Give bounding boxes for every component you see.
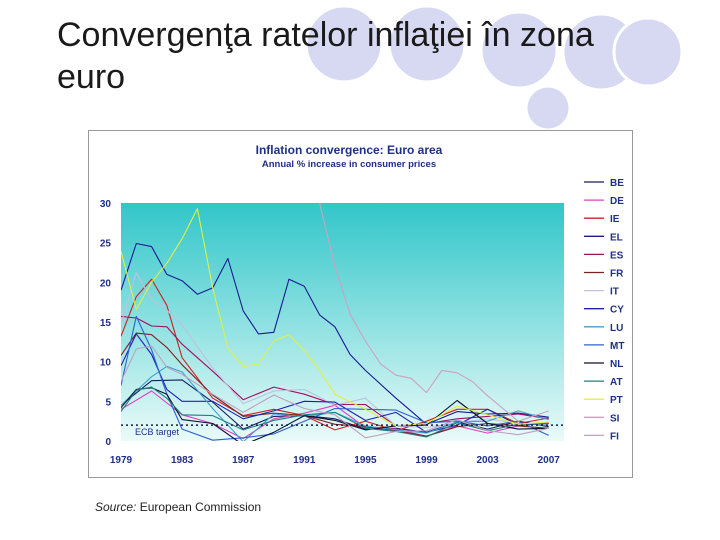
plot-area — [121, 203, 564, 441]
y-tick-label: 10 — [100, 358, 112, 369]
y-tick-label: 15 — [100, 318, 112, 329]
x-tick-label: 1991 — [293, 455, 316, 466]
legend-label-si: SI — [610, 413, 620, 424]
series-line-es — [121, 315, 549, 427]
legend-label-es: ES — [610, 250, 624, 261]
decor-circle — [304, 4, 384, 84]
source-note: Source: European Commission — [95, 500, 261, 514]
decor-circle — [387, 4, 467, 84]
legend-label-fr: FR — [610, 269, 624, 280]
y-tick-label: 5 — [105, 397, 111, 408]
decor-circle — [524, 84, 572, 130]
source-label: Source: — [95, 500, 137, 514]
legend-label-fi: FI — [610, 431, 619, 442]
x-tick-label: 1995 — [354, 455, 377, 466]
y-tick-label: 25 — [100, 239, 112, 250]
legend-label-el: EL — [610, 232, 623, 243]
x-tick-label: 1999 — [415, 455, 438, 466]
chart-subtitle: Annual % increase in consumer prices — [261, 159, 437, 170]
source-text: European Commission — [136, 500, 262, 514]
legend-label-cy: CY — [610, 305, 624, 316]
x-tick-label: 2003 — [476, 455, 499, 466]
series-line-pt — [121, 208, 549, 427]
decor-circle — [612, 16, 684, 88]
inflation-chart: ECB target 0 5 10 15 20 25 30 1979 1983 1987 1991… — [100, 178, 625, 466]
series-line-el — [121, 242, 549, 425]
slide-title: Convergenţa ratelor inflaţiei în zona eu… — [57, 16, 594, 96]
legend-label-de: DE — [610, 196, 624, 207]
x-tick-label: 1983 — [171, 455, 194, 466]
decorative-circles — [304, 4, 684, 130]
legend-label-it: IT — [610, 287, 619, 298]
series-line-nl — [121, 387, 549, 441]
x-tick-label: 1979 — [110, 455, 133, 466]
legend-label-pt: PT — [610, 395, 623, 406]
chart-frame: ECB target 0 5 10 15 20 25 30 1979 1983 1987 1991… — [88, 130, 633, 478]
series-line-lu — [121, 365, 549, 441]
legend-label-lu: LU — [610, 323, 623, 334]
chart-title: Inflation convergence: Euro area — [255, 143, 443, 157]
y-tick-label: 20 — [100, 278, 112, 289]
legend-label-mt: MT — [610, 341, 624, 352]
series-line-fi — [121, 345, 549, 439]
legend-label-nl: NL — [610, 359, 623, 370]
legend-label-ie: IE — [610, 214, 620, 225]
y-tick-label: 0 — [105, 437, 111, 448]
legend-label-be: BE — [610, 178, 624, 189]
y-tick-label: 30 — [100, 199, 112, 210]
decor-circle — [479, 10, 559, 90]
x-tick-label: 1987 — [232, 455, 255, 466]
x-tick-label: 2007 — [538, 455, 561, 466]
legend-label-at: AT — [610, 377, 623, 388]
ecb-target-label: ECB target — [135, 427, 180, 437]
series-line-si — [319, 203, 549, 422]
